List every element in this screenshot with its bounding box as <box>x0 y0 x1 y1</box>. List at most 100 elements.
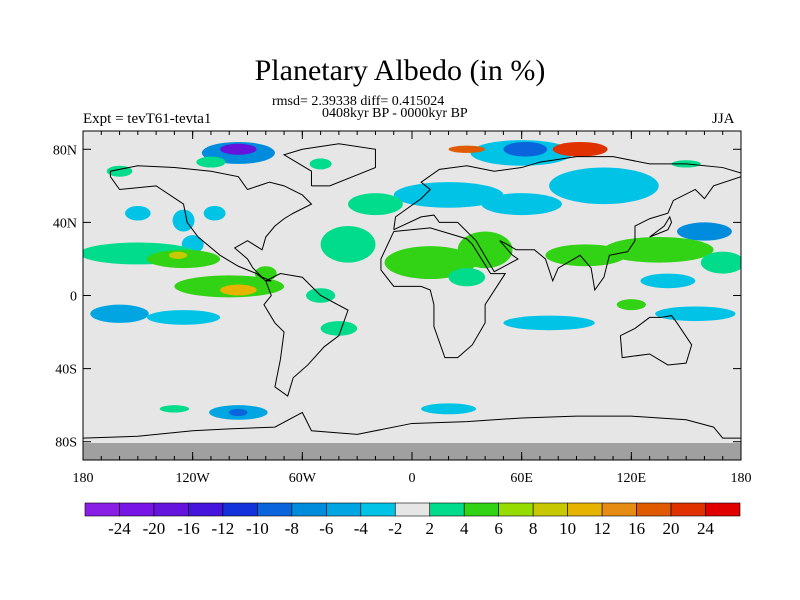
colorbar-label: 4 <box>460 519 469 538</box>
period-label: 0408kyr BP - 0000kyr BP <box>322 106 468 121</box>
colorbar-swatch <box>119 502 155 517</box>
colorbar-label: -6 <box>319 519 333 538</box>
coastline <box>619 315 693 366</box>
colorbar-label: 12 <box>594 519 611 538</box>
colorbar-swatch <box>463 502 499 517</box>
y-tick-label: 80S <box>55 436 77 451</box>
anomaly-region <box>603 237 714 263</box>
colorbar-label: 24 <box>697 519 715 538</box>
x-tick-label: 180 <box>731 471 752 486</box>
colorbar-label: -8 <box>285 519 299 538</box>
colorbar-label: -12 <box>212 519 235 538</box>
colorbar-label: 6 <box>494 519 503 538</box>
x-tick-label: 60W <box>289 471 317 486</box>
anomaly-region <box>309 158 332 170</box>
anomaly-region <box>254 266 277 281</box>
colorbar-swatch <box>222 502 258 517</box>
anomaly-region <box>655 306 736 322</box>
anomaly-region <box>677 222 732 241</box>
anomaly-region <box>196 156 226 168</box>
x-tick-label: 120E <box>617 471 647 486</box>
y-tick-label: 40S <box>55 363 77 378</box>
colorbar-label: -24 <box>108 519 131 538</box>
anomaly-region <box>700 251 741 274</box>
season-label: JJA <box>712 111 735 127</box>
colorbar-label: 10 <box>559 519 576 538</box>
anomaly-region <box>168 251 188 259</box>
coastline <box>109 165 313 282</box>
colorbar-swatch <box>636 502 672 517</box>
colorbar-swatch <box>498 502 534 517</box>
coastlines <box>83 143 741 439</box>
anomaly-region <box>229 408 248 417</box>
anomaly-region <box>503 315 595 331</box>
x-tick-label: 180 <box>73 471 94 486</box>
anomaly-region <box>384 246 476 280</box>
anomaly-region <box>457 231 513 269</box>
colorbar-swatch <box>257 502 293 517</box>
anomaly-region <box>146 249 221 269</box>
anomaly-region <box>348 193 403 216</box>
experiment-label: Expt = tevT61-tevta1 <box>83 111 212 127</box>
anomaly-region <box>125 205 151 221</box>
anomaly-region <box>640 273 696 289</box>
colorbar-label: 2 <box>425 519 434 538</box>
colorbar-swatch <box>360 502 396 517</box>
colorbar: -24 -20 -16 -12 -10 -8 -6 -4 -2 2 4 6 8 10 12 16 20 24 <box>84 502 741 538</box>
colorbar-swatch <box>326 502 362 517</box>
anomaly-region <box>172 209 195 232</box>
y-tick-label: 0 <box>70 290 77 305</box>
anomaly-region <box>220 143 257 155</box>
colorbar-swatch <box>188 502 224 517</box>
colorbar-label: 20 <box>663 519 680 538</box>
y-tick-label: 40N <box>53 216 77 231</box>
colorbar-swatch <box>84 502 120 517</box>
coastline <box>380 227 507 359</box>
anomaly-region <box>552 141 608 157</box>
colorbar-swatch <box>705 502 741 517</box>
missing-data-area <box>83 443 741 460</box>
chart-title: Planetary Albedo (in %) <box>254 54 546 87</box>
x-tick-label: 120W <box>176 471 211 486</box>
anomaly-region <box>503 141 548 157</box>
anomaly-field <box>83 140 741 420</box>
anomaly-region <box>448 268 486 287</box>
colorbar-swatch <box>567 502 603 517</box>
colorbar-swatch <box>394 502 431 517</box>
x-tick-label: 60E <box>510 471 533 486</box>
coastline <box>83 411 741 439</box>
anomaly-region <box>616 299 646 311</box>
anomaly-region <box>159 405 190 413</box>
colorbar-label: 8 <box>529 519 538 538</box>
colorbar-label: -10 <box>246 519 269 538</box>
colorbar-swatch <box>429 502 465 517</box>
anomaly-region <box>481 193 562 216</box>
anomaly-region <box>320 226 376 263</box>
anomaly-region <box>90 304 149 323</box>
anomaly-region <box>549 167 659 205</box>
coastline <box>649 215 673 238</box>
axis-ticks: 180 120W 60W 0 60E 120E 180 80N 40N 0 40S 80S <box>53 131 752 486</box>
anomaly-region <box>220 284 257 296</box>
anomaly-region <box>320 321 358 336</box>
anomaly-region <box>203 205 226 221</box>
colorbar-swatch <box>670 502 706 517</box>
anomaly-region <box>421 403 476 415</box>
stats-label: rmsd= 2.39338 diff= 0.415024 <box>272 94 445 109</box>
colorbar-label: -2 <box>388 519 402 538</box>
colorbar-swatch <box>601 502 637 517</box>
colorbar-label: -16 <box>177 519 200 538</box>
colorbar-swatch <box>153 502 189 517</box>
coastline <box>263 273 349 397</box>
coastline <box>282 143 376 187</box>
colorbar-label: -20 <box>143 519 166 538</box>
coastline <box>393 156 741 292</box>
colorbar-label: -4 <box>354 519 369 538</box>
colorbar-label: 16 <box>628 519 645 538</box>
colorbar-swatch <box>532 502 568 517</box>
anomaly-region <box>448 145 486 153</box>
anomaly-region <box>393 182 504 208</box>
anomaly-region <box>146 310 221 325</box>
